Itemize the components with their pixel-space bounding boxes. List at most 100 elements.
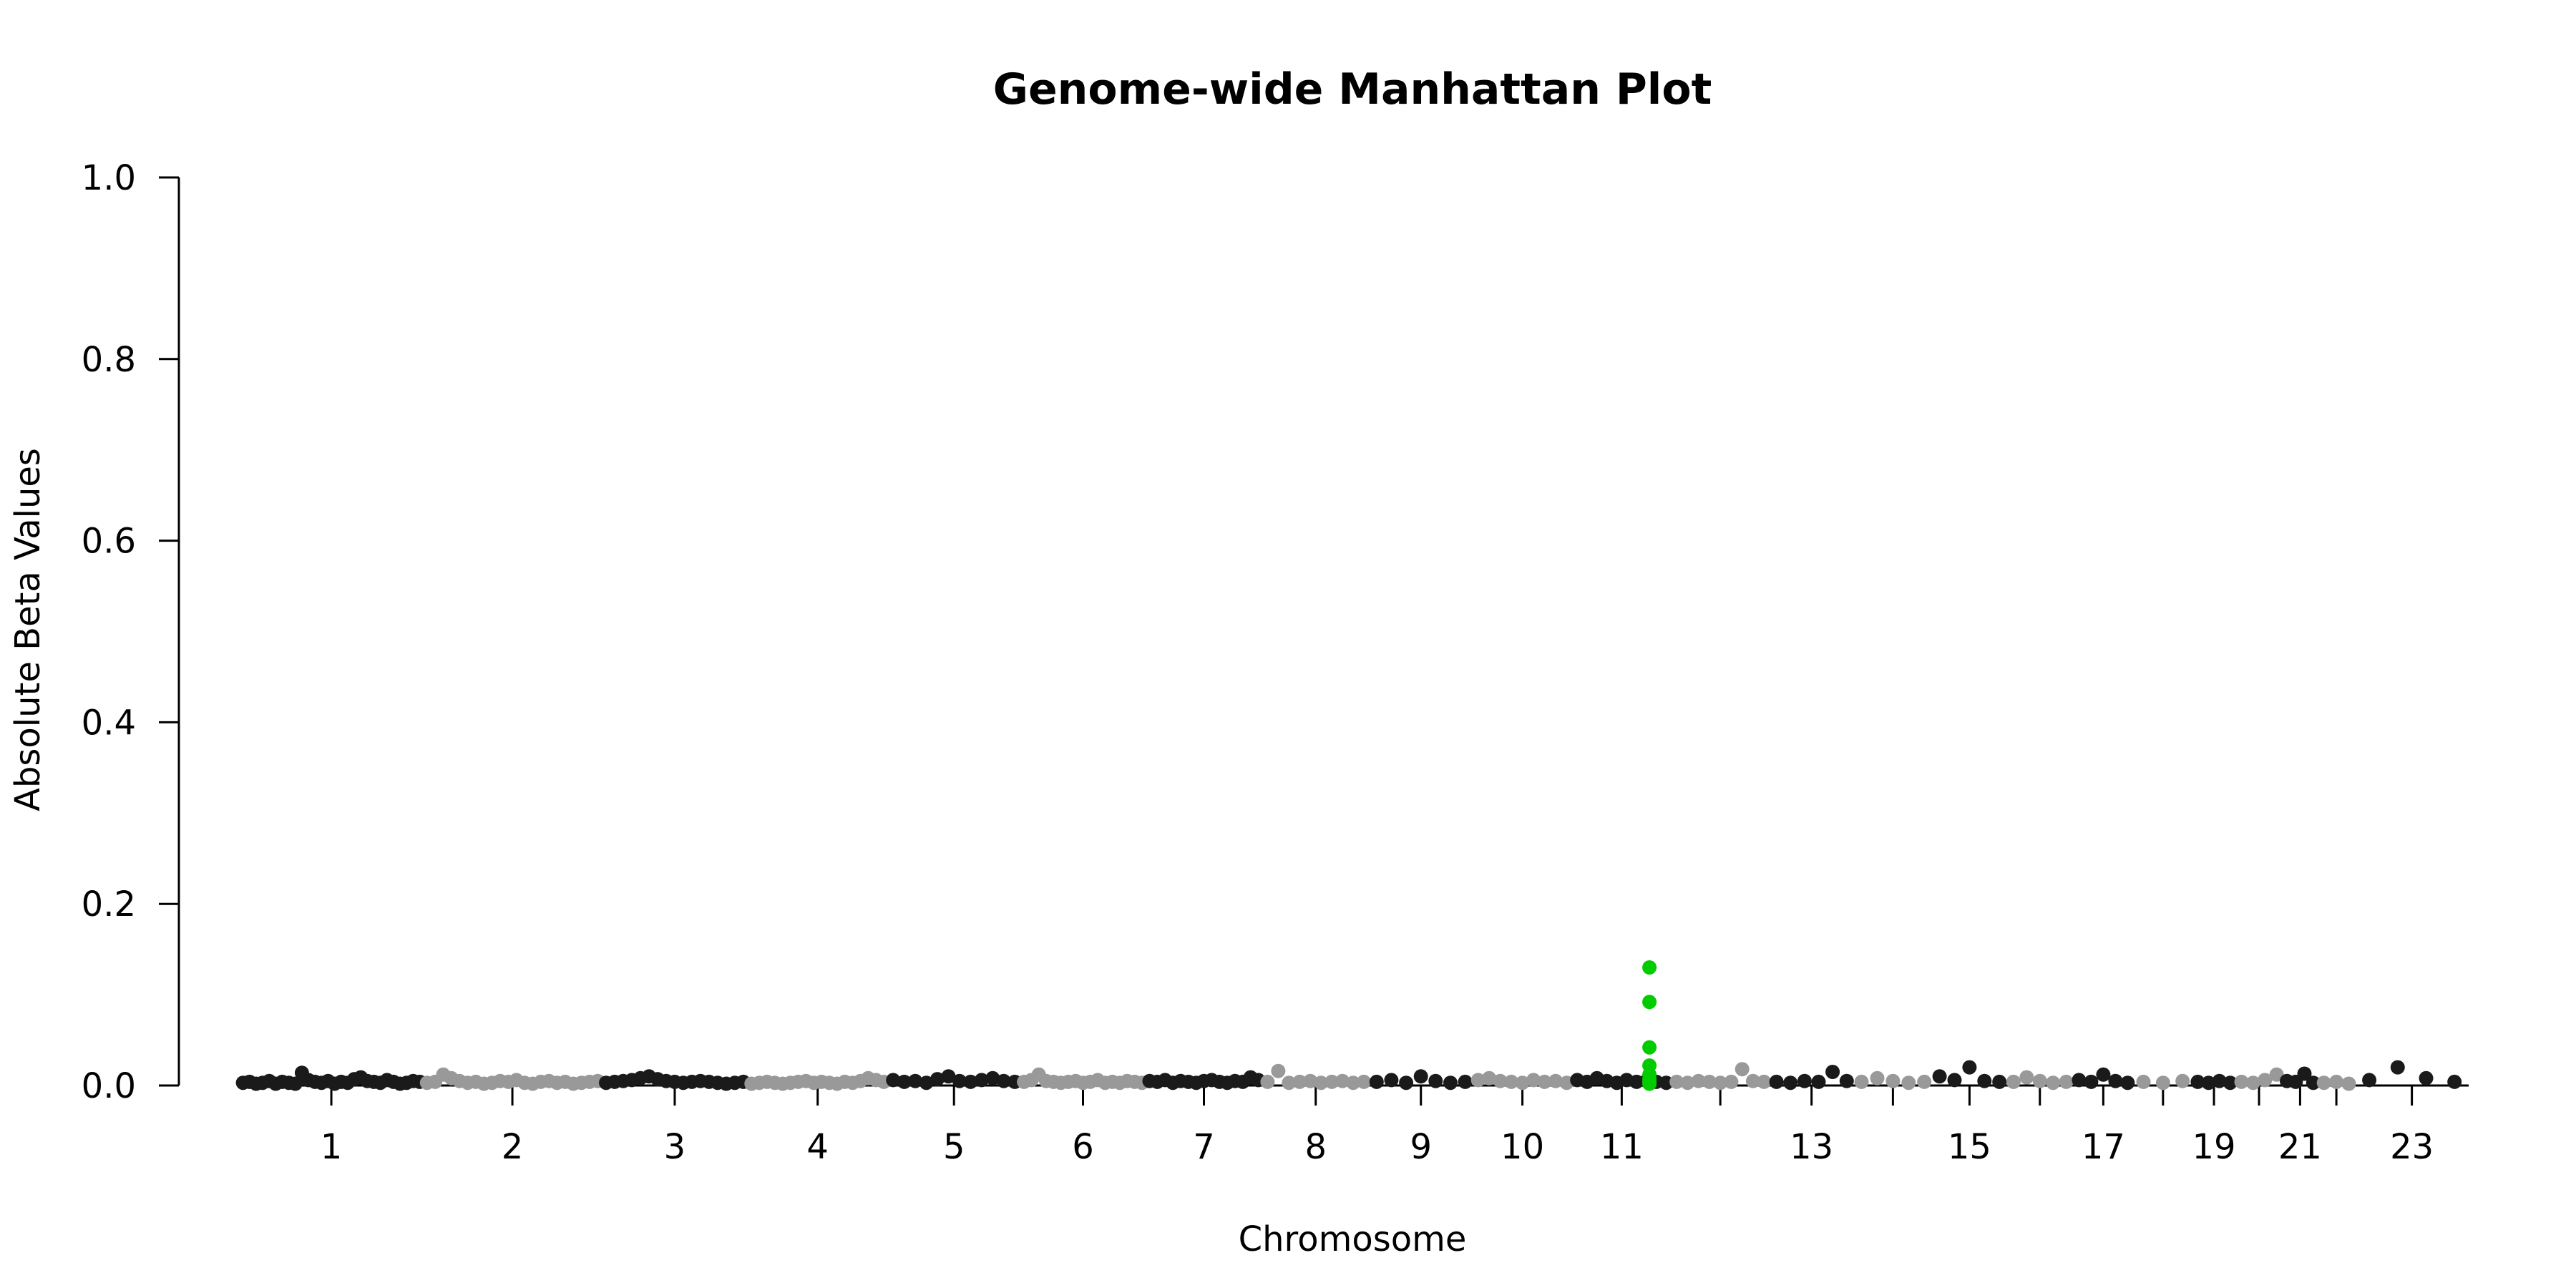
data-point — [1428, 1073, 1443, 1088]
data-point — [1470, 1073, 1485, 1088]
data-point — [919, 1075, 934, 1091]
data-point — [1292, 1074, 1307, 1089]
data-point — [2297, 1066, 2312, 1081]
data-point — [2120, 1075, 2135, 1091]
y-axis-label: Absolute Beta Values — [8, 448, 48, 811]
data-point — [2329, 1074, 2344, 1089]
x-tick-label: 19 — [2192, 1127, 2236, 1167]
data-point — [1962, 1060, 1977, 1075]
data-point — [2419, 1070, 2434, 1085]
data-point — [1303, 1073, 1318, 1088]
data-point — [886, 1073, 901, 1088]
data-point — [897, 1074, 912, 1089]
x-tick-label: 3 — [664, 1127, 686, 1167]
x-tick-label: 8 — [1304, 1127, 1327, 1167]
data-point — [2155, 1075, 2170, 1091]
data-point — [1932, 1069, 1947, 1084]
data-point — [1482, 1070, 1497, 1085]
data-point — [1346, 1075, 1361, 1091]
data-point — [1735, 1062, 1750, 1077]
data-point — [2096, 1067, 2111, 1082]
y-tick-label: 0.2 — [82, 884, 136, 924]
data-point — [1901, 1075, 1916, 1091]
data-point — [963, 1074, 978, 1089]
x-tick-label: 2 — [502, 1127, 524, 1167]
data-point — [1458, 1074, 1473, 1089]
highlighted-point — [1642, 960, 1657, 975]
data-point — [1680, 1075, 1695, 1091]
data-point — [2059, 1074, 2074, 1089]
data-point — [1811, 1074, 1826, 1089]
data-point — [2316, 1075, 2331, 1091]
data-point — [2362, 1073, 2377, 1088]
data-point — [1515, 1075, 1530, 1091]
data-point — [1282, 1075, 1297, 1091]
chart-title: Genome-wide Manhattan Plot — [993, 64, 1712, 114]
data-point — [2084, 1074, 2099, 1089]
data-point — [2447, 1074, 2462, 1089]
data-point — [996, 1073, 1011, 1088]
data-points — [235, 960, 2462, 1091]
data-point — [1357, 1074, 1371, 1089]
data-point — [974, 1073, 989, 1088]
data-point — [1526, 1073, 1541, 1088]
data-point — [1659, 1075, 1674, 1091]
data-point — [2046, 1075, 2061, 1091]
data-point — [1691, 1073, 1706, 1088]
x-tick-label: 10 — [1501, 1127, 1544, 1167]
data-point — [2190, 1074, 2205, 1089]
y-tick-label: 0.6 — [82, 522, 136, 562]
data-point — [2032, 1073, 2047, 1088]
x-tick-label: 9 — [1410, 1127, 1432, 1167]
data-point — [1713, 1075, 1728, 1091]
data-point — [2269, 1067, 2284, 1082]
data-point — [1977, 1073, 1992, 1088]
data-point — [2006, 1074, 2021, 1089]
data-point — [941, 1069, 956, 1084]
data-point — [1260, 1074, 1275, 1089]
data-point — [2390, 1060, 2405, 1075]
data-point — [1335, 1073, 1350, 1088]
data-point — [1885, 1073, 1901, 1088]
data-point — [1399, 1075, 1414, 1091]
data-point — [1783, 1075, 1798, 1091]
y-tick-label: 0.8 — [82, 340, 136, 380]
x-tick-label: 13 — [1790, 1127, 1833, 1167]
data-point — [2108, 1073, 2123, 1088]
data-point — [2136, 1074, 2151, 1089]
highlighted-point — [1642, 1076, 1657, 1091]
x-tick-label: 23 — [2390, 1127, 2434, 1167]
data-point — [1413, 1069, 1428, 1084]
x-axis-label: Chromosome — [1239, 1219, 1467, 1259]
x-tick-label: 21 — [2278, 1127, 2322, 1167]
data-point — [1839, 1073, 1854, 1088]
data-point — [1870, 1070, 1885, 1085]
data-point — [1548, 1073, 1563, 1088]
x-tick-label: 1 — [321, 1127, 343, 1167]
data-point — [1769, 1074, 1784, 1089]
data-point — [1702, 1074, 1717, 1089]
data-point — [1324, 1074, 1340, 1089]
data-point — [2223, 1075, 2238, 1091]
data-point — [2072, 1073, 2087, 1088]
data-point — [1384, 1073, 1399, 1088]
data-point — [1757, 1074, 1772, 1089]
data-point — [1854, 1074, 1869, 1089]
data-point — [1443, 1075, 1458, 1091]
data-point — [2201, 1075, 2216, 1091]
x-tick-label: 5 — [943, 1127, 965, 1167]
data-point — [1271, 1063, 1286, 1078]
data-point — [1745, 1073, 1760, 1088]
y-tick-label: 1.0 — [82, 158, 136, 198]
data-point — [930, 1072, 945, 1087]
data-point — [1992, 1074, 2007, 1089]
data-point — [1917, 1074, 1932, 1089]
data-point — [1314, 1075, 1329, 1091]
x-tick-label: 17 — [2082, 1127, 2125, 1167]
data-point — [1825, 1065, 1840, 1079]
data-point — [2258, 1073, 2273, 1088]
data-point — [2212, 1073, 2227, 1088]
data-point — [2175, 1073, 2190, 1088]
data-point — [952, 1073, 967, 1088]
data-point — [1947, 1073, 1962, 1088]
